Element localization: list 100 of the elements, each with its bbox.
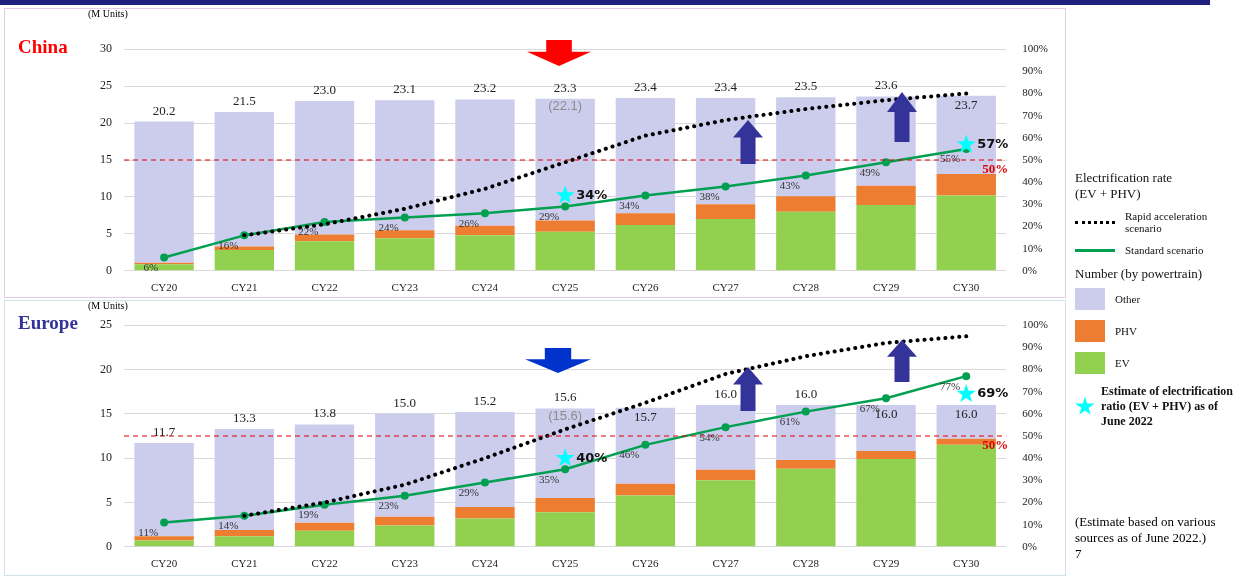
x-tick-label: CY24 — [471, 557, 499, 570]
y-tick-label: 15 — [100, 152, 112, 167]
bar — [695, 204, 756, 220]
point — [641, 191, 650, 200]
bar — [294, 100, 355, 235]
ref-line-label: 50% — [982, 160, 1009, 176]
bar — [214, 111, 274, 247]
y2-tick-label: 30% — [1022, 473, 1043, 486]
x-tick-label: CY29 — [872, 281, 900, 294]
point — [400, 213, 409, 222]
bar — [294, 234, 355, 242]
y-axis-title: (M Units) — [88, 8, 128, 19]
y2-tick-label: 20% — [1022, 495, 1043, 508]
annotation: (15.6) — [548, 407, 583, 423]
point — [561, 465, 570, 474]
point — [962, 372, 971, 381]
total-label: 16.0 — [954, 405, 978, 421]
y-tick-label: 0 — [106, 538, 112, 553]
x-tick-label: CY24 — [471, 281, 499, 294]
bar — [856, 404, 916, 452]
y2-tick-label: 10% — [1022, 241, 1043, 254]
legend-label: Estimate of electrification ratio (EV + PHV) as of June 2022 — [1101, 384, 1234, 429]
y2-tick-label: 90% — [1022, 64, 1043, 77]
x-tick-label: CY25 — [552, 557, 579, 570]
total-label: 23.1 — [393, 81, 417, 97]
y-tick-label: 25 — [100, 78, 112, 93]
data-label: 61% — [779, 415, 800, 428]
data-label: 29% — [539, 209, 560, 222]
point — [480, 209, 489, 218]
data-label: 19% — [298, 508, 319, 521]
y-tick-label: 5 — [106, 494, 112, 509]
data-label: 43% — [779, 178, 800, 191]
y2-tick-label: 40% — [1022, 175, 1043, 188]
bar — [615, 97, 676, 214]
bar — [375, 413, 435, 517]
y-axis-title: (M Units) — [88, 300, 128, 311]
bar — [695, 480, 756, 547]
chart-title: Europe — [18, 312, 78, 334]
bar — [375, 525, 435, 547]
data-label: 6% — [143, 260, 159, 273]
bar — [615, 483, 676, 496]
bar — [615, 225, 676, 271]
total-label: 23.3 — [553, 79, 577, 95]
y-tick-label: 10 — [100, 450, 112, 465]
x-tick-label: CY29 — [872, 557, 900, 570]
y-tick-label: 20 — [100, 361, 112, 376]
bar — [294, 241, 355, 271]
data-label: 11% — [138, 525, 159, 538]
bar — [455, 412, 515, 507]
point — [801, 407, 810, 416]
bar — [214, 428, 274, 530]
bar — [535, 231, 595, 271]
y-tick-label: 15 — [100, 406, 112, 420]
x-tick-label: CY23 — [391, 281, 419, 294]
legend-label: EV — [1115, 357, 1130, 369]
y2-tick-label: 60% — [1022, 130, 1043, 143]
data-label: 35% — [539, 472, 560, 485]
data-label: 14% — [218, 519, 239, 532]
bar — [294, 424, 355, 523]
bar — [776, 404, 836, 460]
data-label: 22% — [298, 225, 319, 238]
bar — [776, 459, 836, 469]
total-label: 13.8 — [313, 405, 336, 421]
data-label: 46% — [619, 448, 640, 461]
x-tick-label: CY30 — [953, 281, 980, 294]
total-label: 16.0 — [714, 385, 737, 401]
x-tick-label: CY30 — [953, 557, 980, 570]
y2-tick-label: 90% — [1022, 340, 1043, 353]
bar — [455, 518, 515, 547]
bar — [695, 404, 756, 470]
annotation: (22.1) — [548, 97, 583, 113]
legend-label: Rapid acceleration scenario — [1125, 210, 1209, 234]
bar — [535, 498, 595, 513]
point — [882, 394, 891, 403]
bar — [375, 516, 435, 526]
x-tick-label: CY20 — [150, 281, 178, 294]
point — [160, 518, 169, 527]
y-tick-label: 0 — [106, 262, 112, 277]
bar — [455, 235, 515, 271]
total-label: 23.4 — [634, 78, 658, 94]
y2-tick-label: 80% — [1022, 86, 1043, 99]
point — [160, 253, 169, 262]
y-tick-label: 25 — [100, 317, 112, 332]
bar — [455, 506, 515, 519]
y-tick-label: 10 — [100, 189, 112, 204]
bar — [134, 536, 194, 541]
bar — [936, 404, 996, 439]
point — [801, 171, 810, 180]
point — [641, 440, 650, 449]
y2-tick-label: 100% — [1022, 42, 1049, 55]
x-tick-label: CY21 — [231, 557, 258, 570]
data-label: 77% — [940, 379, 961, 392]
bar — [134, 121, 194, 263]
bar — [695, 219, 756, 271]
chart-title: China — [18, 36, 68, 58]
bar — [455, 225, 515, 236]
x-tick-label: CY25 — [552, 281, 579, 294]
bar — [776, 196, 836, 212]
y2-tick-label: 70% — [1022, 384, 1043, 397]
x-tick-label: CY22 — [311, 281, 338, 294]
